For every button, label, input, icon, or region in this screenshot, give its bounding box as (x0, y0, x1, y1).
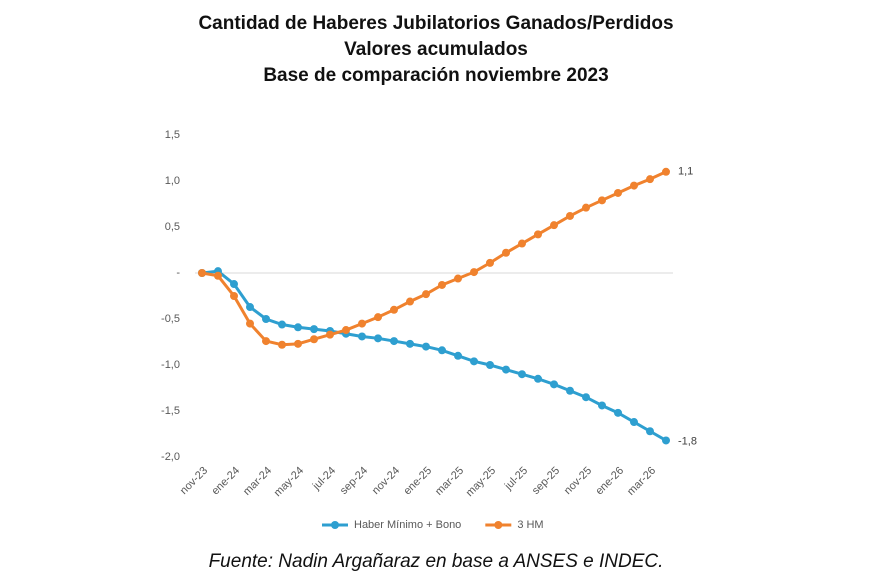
data-point (246, 303, 254, 312)
data-point (454, 274, 462, 283)
data-point (406, 297, 414, 306)
data-point (262, 315, 270, 323)
data-point (662, 167, 670, 176)
x-tick-label: ene-26 (593, 465, 626, 498)
series-line (201, 269, 667, 442)
x-tick-label: ene-25 (401, 465, 434, 498)
chart-title: Cantidad de Haberes Jubilatorios Ganados… (198, 13, 673, 34)
data-point (502, 248, 510, 257)
data-point (358, 332, 366, 341)
data-point (582, 203, 590, 212)
y-tick-label: 1,5 (165, 129, 180, 141)
data-point (198, 269, 206, 277)
legend-label: 3 HM (517, 519, 543, 531)
data-point (374, 334, 382, 343)
data-point (246, 319, 254, 328)
data-point (614, 408, 622, 417)
data-point (230, 292, 238, 300)
data-point (470, 268, 478, 277)
data-point (294, 339, 302, 348)
y-tick-label: 0,5 (165, 221, 180, 233)
x-tick-label: sep-24 (338, 465, 370, 497)
data-point (518, 239, 526, 248)
x-tick-label: jul-25 (502, 465, 530, 493)
data-point (358, 319, 366, 328)
y-tick-label: -0,5 (161, 313, 180, 325)
data-point (486, 361, 494, 369)
data-point (390, 337, 398, 346)
y-tick-label: - (176, 267, 180, 279)
x-tick-label: may-24 (272, 465, 306, 499)
data-point (630, 181, 638, 190)
data-point (598, 401, 606, 410)
data-point (294, 323, 302, 332)
data-point (422, 342, 430, 351)
data-point (534, 230, 542, 239)
data-label: 1,1 (678, 166, 693, 178)
data-point (342, 326, 350, 335)
chart-subtitle: Base de comparación noviembre 2023 (263, 65, 608, 86)
data-point (310, 325, 318, 334)
legend-swatch (494, 521, 503, 529)
data-point (614, 188, 622, 197)
data-label: -1,8 (678, 435, 697, 447)
data-point (454, 351, 462, 360)
data-point (582, 393, 590, 402)
data-point (518, 370, 526, 379)
data-point (406, 339, 414, 348)
data-point (646, 175, 654, 184)
y-tick-label: -1,0 (161, 359, 180, 371)
data-point (310, 335, 318, 344)
data-point (630, 418, 638, 427)
data-point (230, 280, 238, 289)
chart-subtitle: Valores acumulados (344, 39, 528, 60)
data-point (438, 280, 446, 289)
data-point (326, 330, 334, 339)
x-tick-label: sep-25 (530, 465, 562, 497)
y-tick-label: -1,5 (161, 405, 180, 417)
x-tick-label: nov-25 (562, 465, 594, 497)
x-tick-label: jul-24 (310, 465, 338, 493)
y-tick-label: -2,0 (161, 451, 180, 463)
series-line (201, 170, 667, 347)
data-point (278, 320, 286, 329)
data-point (550, 221, 558, 230)
data-point (502, 365, 510, 374)
data-point (278, 340, 286, 349)
x-tick-label: nov-24 (370, 465, 402, 497)
y-tick-label: 1,0 (165, 175, 180, 187)
x-tick-label: ene-24 (209, 465, 242, 498)
caption: Fuente: Nadin Argañaraz en base a ANSES … (209, 551, 664, 572)
data-point (470, 357, 478, 366)
x-tick-label: may-25 (464, 465, 498, 499)
data-point (646, 427, 654, 436)
data-point (598, 196, 606, 205)
legend-swatch (331, 521, 339, 529)
x-tick-label: mar-26 (625, 465, 658, 498)
x-tick-label: mar-25 (433, 465, 466, 498)
data-point (438, 346, 446, 355)
data-point (566, 386, 574, 395)
data-point (262, 337, 270, 346)
data-point (390, 305, 398, 314)
data-point (422, 290, 430, 299)
legend-label: Haber Mínimo + Bono (354, 519, 461, 531)
x-tick-label: mar-24 (241, 465, 274, 498)
data-point (374, 313, 382, 322)
data-point (534, 374, 542, 383)
data-point (550, 380, 558, 389)
data-point (662, 436, 670, 445)
x-tick-label: nov-23 (178, 465, 210, 497)
data-point (214, 271, 222, 280)
data-point (566, 211, 574, 220)
data-point (486, 258, 494, 267)
